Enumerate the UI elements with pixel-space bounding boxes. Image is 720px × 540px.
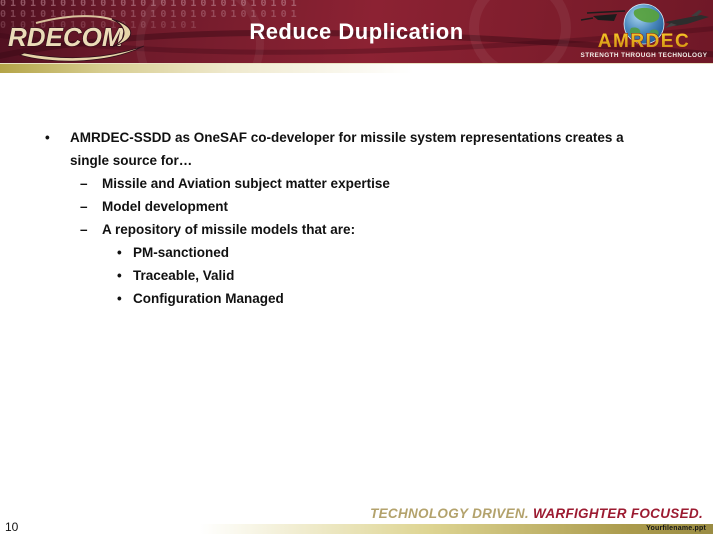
bullet-item-level-3: • Configuration Managed: [43, 287, 673, 310]
bullet-glyph: •: [45, 130, 50, 145]
bullet-text: Model development: [102, 199, 229, 214]
filename-label: Yourfilename.ppt: [646, 525, 706, 532]
bullet-glyph: –: [80, 176, 88, 191]
bullet-item-level-3: • PM-sanctioned: [43, 241, 673, 264]
rdecom-arrow-icon: [111, 18, 132, 48]
bullet-item-level-1: • AMRDEC-SSDD as OneSAF co-developer for …: [43, 126, 662, 172]
slogan-warfighter-focused: WARFIGHTER FOCUSED.: [533, 506, 703, 521]
page-number: 10: [5, 520, 19, 534]
header-banner: 010101010101010101010101010101 010101010…: [0, 0, 713, 63]
helicopter-icon: [580, 10, 626, 21]
amrdec-logo: AMRDEC STRENGTH THROUGH TECHNOLOGY: [580, 3, 709, 59]
bullet-text: Configuration Managed: [133, 291, 284, 306]
slogan-technology-driven: TECHNOLOGY DRIVEN.: [370, 506, 529, 521]
bullet-item-level-2: – Model development: [43, 195, 673, 218]
bullet-item-level-2: – Missile and Aviation subject matter exp…: [43, 172, 673, 195]
bullet-text: Traceable, Valid: [133, 268, 235, 283]
bullet-text: Missile and Aviation subject matter expe…: [102, 176, 390, 191]
footer-slogan: TECHNOLOGY DRIVEN. WARFIGHTER FOCUSED.: [370, 506, 703, 521]
bullet-text: PM-sanctioned: [133, 245, 230, 260]
rdecom-logo: RDECOM: [7, 15, 145, 62]
bullet-glyph: •: [117, 245, 122, 260]
rdecom-logo-text: RDECOM: [8, 22, 125, 52]
amrdec-tagline: STRENGTH THROUGH TECHNOLOGY: [581, 52, 708, 59]
footer-divider-bar: [0, 524, 713, 534]
binary-pattern-decoration: 010101010101010101010101010101 010101010…: [0, 0, 370, 32]
header-divider-bar: [0, 63, 713, 73]
binary-row: 010101010101010101010101010101: [0, 0, 301, 9]
binary-row: 010101010101010101010101010101: [0, 20, 200, 31]
amrdec-logo-text: AMRDEC: [598, 31, 690, 52]
bullet-text: AMRDEC-SSDD as OneSAF co-developer for m…: [70, 130, 624, 168]
banner-swoosh-decoration: [0, 0, 713, 63]
aircraft-icon: [665, 10, 709, 28]
bullet-glyph: •: [117, 291, 122, 306]
binary-row: 010101010101010101010101010101: [0, 9, 300, 20]
bullet-list: • AMRDEC-SSDD as OneSAF co-developer for …: [43, 126, 673, 310]
bullet-text: A repository of missile models that are:: [102, 222, 356, 237]
bullet-glyph: –: [80, 222, 88, 237]
bullet-glyph: –: [80, 199, 88, 214]
slide-title: Reduce Duplication: [249, 19, 464, 44]
bullet-item-level-3: • Traceable, Valid: [43, 264, 673, 287]
bullet-item-level-2: – A repository of missile models that are…: [43, 218, 673, 241]
rdecom-swoosh-icon: [18, 45, 145, 62]
bullet-glyph: •: [117, 268, 122, 283]
